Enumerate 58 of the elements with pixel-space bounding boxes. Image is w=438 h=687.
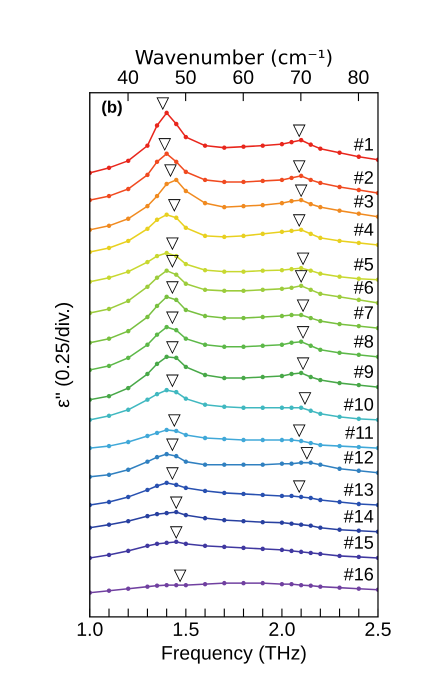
series-label: #15	[344, 536, 374, 549]
series-label: #16	[344, 568, 374, 581]
series-label: #1	[354, 138, 373, 150]
x-tick-label: 2.5	[365, 622, 391, 636]
series-label: #7	[354, 306, 373, 319]
annotation: ▽	[166, 255, 179, 268]
annotation: ▽	[292, 480, 306, 494]
annotation: ▽	[166, 281, 179, 294]
x2-tick-label: 70	[291, 70, 311, 84]
x-tick-label: 2.0	[269, 622, 295, 636]
x2-axis-title: Wavenumber (cm⁻¹)	[135, 49, 332, 67]
annotation: ▽	[292, 214, 306, 228]
annotation: ▽	[166, 438, 179, 452]
annotation: ▽	[292, 424, 306, 438]
annotation: ▽	[300, 447, 314, 460]
annotation: ▽	[168, 199, 181, 212]
x-axis-title: Frequency (THz)	[162, 645, 306, 664]
series-label: #13	[344, 483, 374, 496]
annotation: ▽	[158, 138, 172, 151]
annotation: ▽	[168, 414, 181, 428]
series-label: #6	[354, 281, 374, 294]
annotation: ▽	[292, 124, 306, 138]
x2-tick-label: 50	[176, 70, 196, 84]
annotation: ▽	[166, 374, 179, 388]
annotation: ▽	[294, 270, 308, 283]
annotation: ▽	[170, 526, 183, 540]
annotation: ▽	[166, 467, 179, 480]
x-tick-label: 1.0	[78, 622, 103, 636]
annotation: ▽	[174, 570, 186, 582]
annotation: ▽	[298, 392, 312, 405]
y-axis-title: ε" (0.25/div.)	[54, 303, 74, 408]
x-tick-label: 1.5	[174, 622, 199, 636]
series-label: #2	[354, 171, 373, 184]
series-label: #9	[354, 365, 373, 378]
series-label: #11	[345, 426, 373, 439]
series-label: #12	[344, 450, 373, 464]
series-label: #4	[354, 223, 374, 236]
annotation: ▽	[296, 326, 310, 339]
annotation: ▽	[170, 496, 183, 510]
annotation: ▽	[166, 237, 179, 250]
annotation: ▽	[296, 299, 310, 312]
annotation: (b)	[102, 100, 122, 116]
annotation: ▽	[296, 357, 310, 370]
annotation: ▽	[292, 160, 306, 174]
series-label: #14	[344, 510, 374, 522]
annotation: ▽	[156, 97, 170, 110]
series-label: #5	[354, 258, 374, 271]
annotation: ▽	[296, 252, 310, 266]
series-label: #10	[344, 398, 374, 411]
series-label: #3	[354, 194, 374, 208]
annotation: ▽	[164, 164, 177, 178]
annotation: ▽	[166, 341, 179, 354]
x2-tick-label: 60	[233, 70, 254, 84]
series-label: #8	[354, 334, 374, 348]
annotation: ▽	[166, 312, 179, 324]
x2-tick-label: 40	[118, 70, 138, 84]
annotation: ▽	[294, 184, 308, 198]
x2-tick-label: 80	[348, 70, 369, 84]
